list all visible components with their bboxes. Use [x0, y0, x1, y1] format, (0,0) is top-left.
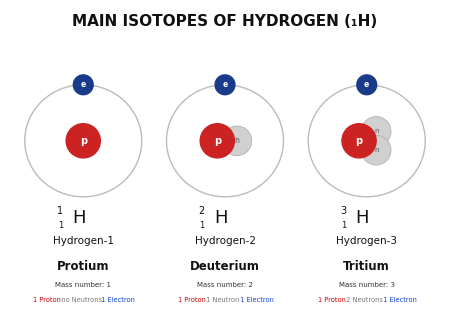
Circle shape: [200, 124, 234, 158]
Text: e: e: [364, 80, 369, 89]
Circle shape: [73, 75, 93, 95]
Circle shape: [222, 126, 252, 156]
Text: 1 Electron: 1 Electron: [236, 297, 274, 303]
Text: 1 Proton: 1 Proton: [33, 297, 61, 303]
Circle shape: [215, 75, 235, 95]
Text: 1: 1: [57, 206, 63, 216]
Text: n: n: [374, 128, 378, 134]
Text: p: p: [80, 136, 87, 146]
Text: no Neutrons: no Neutrons: [57, 297, 102, 303]
Text: 1 Proton: 1 Proton: [178, 297, 206, 303]
Text: 1: 1: [58, 221, 63, 230]
Text: 2 Neutrons: 2 Neutrons: [342, 297, 383, 303]
Text: Mass number: 1: Mass number: 1: [55, 282, 111, 288]
Text: e: e: [81, 80, 86, 89]
Circle shape: [66, 124, 100, 158]
Text: Hydrogen-1: Hydrogen-1: [53, 236, 114, 246]
Text: 1: 1: [341, 221, 346, 230]
Circle shape: [361, 116, 391, 146]
Text: n: n: [234, 136, 239, 145]
Text: 1 Electron: 1 Electron: [379, 297, 417, 303]
Text: Tritium: Tritium: [343, 260, 390, 273]
Text: 1 Electron: 1 Electron: [97, 297, 135, 303]
Text: Hydrogen-2: Hydrogen-2: [194, 236, 256, 246]
Text: 1: 1: [199, 221, 205, 230]
Circle shape: [357, 75, 377, 95]
Text: Mass number: 3: Mass number: 3: [339, 282, 395, 288]
Text: n: n: [374, 147, 378, 153]
Text: 2: 2: [198, 206, 205, 216]
Text: Protium: Protium: [57, 260, 109, 273]
Circle shape: [342, 124, 376, 158]
Text: Hydrogen-3: Hydrogen-3: [336, 236, 397, 246]
Text: 1 Neutron: 1 Neutron: [202, 297, 239, 303]
Text: 1 Proton: 1 Proton: [318, 297, 346, 303]
Text: Mass number: 2: Mass number: 2: [197, 282, 253, 288]
Text: Deuterium: Deuterium: [190, 260, 260, 273]
Text: H: H: [214, 209, 227, 227]
Text: p: p: [214, 136, 221, 146]
Text: MAIN ISOTOPES OF HYDROGEN (₁H): MAIN ISOTOPES OF HYDROGEN (₁H): [72, 14, 378, 29]
Text: e: e: [222, 80, 228, 89]
Text: H: H: [356, 209, 369, 227]
Text: H: H: [72, 209, 86, 227]
Circle shape: [361, 135, 391, 165]
Text: p: p: [356, 136, 363, 146]
Text: 3: 3: [340, 206, 346, 216]
